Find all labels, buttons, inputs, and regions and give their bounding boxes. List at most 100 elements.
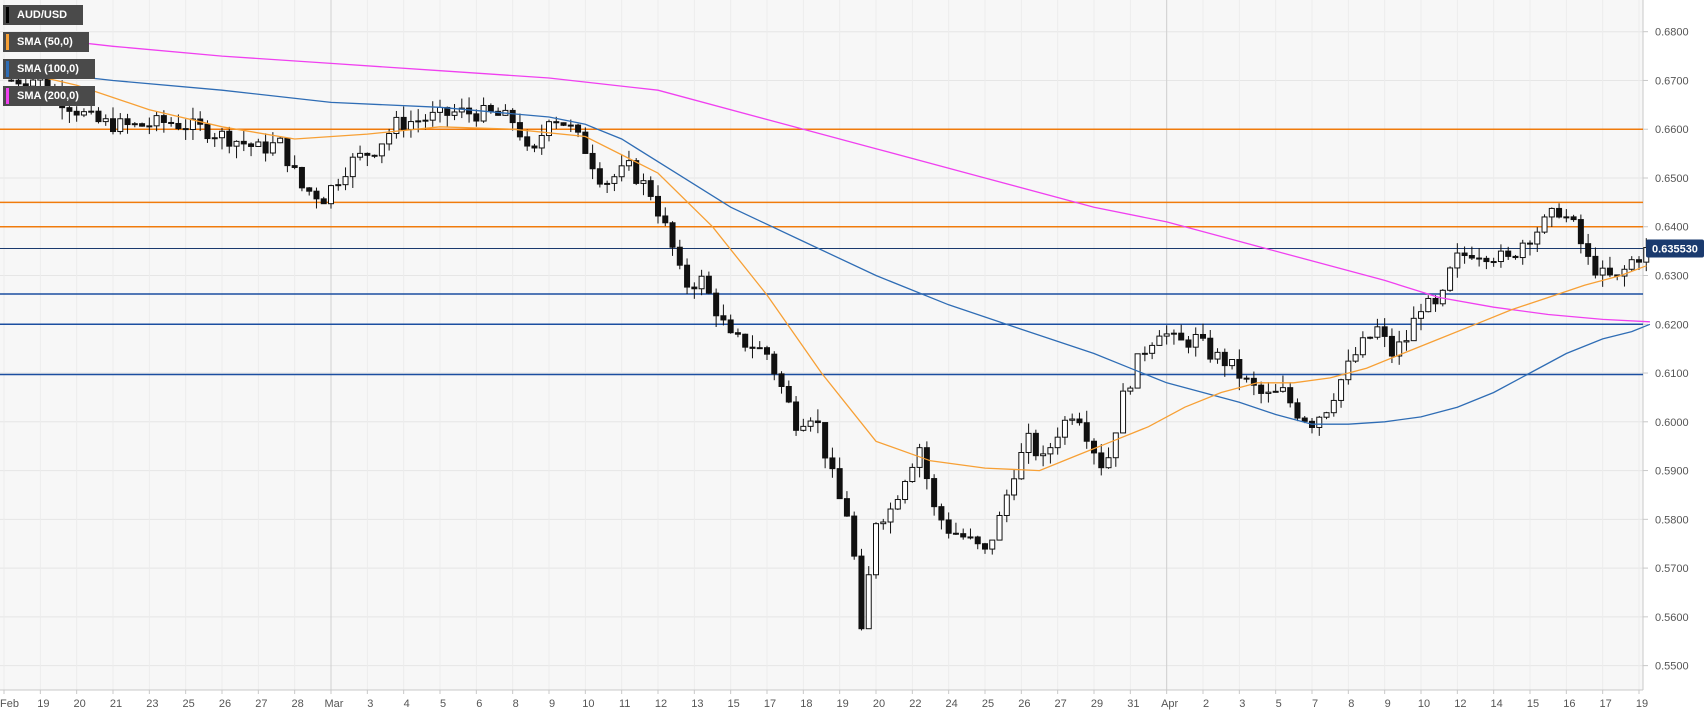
x-tick-label: 19 xyxy=(37,698,49,710)
candle-bullish xyxy=(996,514,1003,541)
x-tick-label: 13 xyxy=(691,698,703,710)
x-tick-label: Feb xyxy=(0,698,19,710)
candle-bullish xyxy=(451,111,458,116)
x-tick-label: 25 xyxy=(183,698,195,710)
x-tick-label: 12 xyxy=(655,698,667,710)
legend-label-sma-50: SMA (50,0) xyxy=(17,36,73,48)
candle-bullish xyxy=(1548,207,1555,218)
candle-bullish xyxy=(1338,379,1345,401)
x-tick-label: 6 xyxy=(476,698,482,710)
x-tick-label: 26 xyxy=(1018,698,1030,710)
candle-bullish xyxy=(1330,399,1337,414)
candle-bearish xyxy=(262,141,269,154)
candle-bullish xyxy=(357,152,364,158)
candle-bearish xyxy=(967,536,974,539)
candle-bullish xyxy=(1061,419,1068,438)
candle-bearish xyxy=(938,506,945,521)
candle-bullish xyxy=(117,118,124,133)
legend-swatch-sma-100 xyxy=(6,61,9,77)
candle-bullish xyxy=(604,182,611,185)
candle-bearish xyxy=(524,136,531,147)
candle-bearish xyxy=(73,110,80,116)
x-tick-label: 3 xyxy=(367,698,373,710)
candle-bearish xyxy=(836,468,843,500)
candle-bullish xyxy=(1410,317,1417,342)
candle-bearish xyxy=(713,292,720,317)
legend-item-sma-50: SMA (50,0) xyxy=(3,32,89,52)
candle-bearish xyxy=(364,152,371,156)
candle-bearish xyxy=(1200,333,1206,339)
x-tick-label: 17 xyxy=(1600,698,1612,710)
candle-bearish xyxy=(952,532,959,535)
candle-bullish xyxy=(1447,267,1454,291)
candle-bearish xyxy=(1258,384,1265,394)
candle-bullish xyxy=(1425,297,1432,313)
x-tick-label: 21 xyxy=(110,698,122,710)
candle-bearish xyxy=(1185,339,1192,348)
candle-bullish xyxy=(1265,391,1272,394)
candle-bearish xyxy=(1381,326,1388,337)
candle-bullish xyxy=(1396,341,1403,357)
candle-bullish xyxy=(153,115,160,127)
x-tick-label: 27 xyxy=(1055,698,1067,710)
current-price-badge xyxy=(1646,239,1704,258)
candle-bearish xyxy=(734,332,741,335)
candle-bullish xyxy=(1025,432,1032,454)
candle-bullish xyxy=(1519,242,1526,259)
candle-bullish xyxy=(538,135,545,149)
candle-bullish xyxy=(335,184,342,187)
candle-bullish xyxy=(1192,333,1199,348)
y-tick-label: 0.6600 xyxy=(1655,124,1689,136)
candle-bullish xyxy=(756,347,763,350)
candle-bearish xyxy=(1483,257,1490,263)
candle-bearish xyxy=(945,519,952,534)
candle-bullish xyxy=(1454,252,1461,269)
y-tick-label: 0.6500 xyxy=(1655,173,1689,185)
candle-bullish xyxy=(880,521,887,525)
candle-bullish xyxy=(611,176,618,184)
candle-bullish xyxy=(1229,359,1236,367)
candle-bullish xyxy=(902,481,909,501)
candle-bullish xyxy=(328,185,334,205)
candle-bullish xyxy=(873,523,879,576)
candle-bearish xyxy=(843,498,850,517)
x-tick-label: 28 xyxy=(292,698,304,710)
y-tick-label: 0.6700 xyxy=(1655,75,1689,87)
candle-bullish xyxy=(1112,432,1119,459)
candle-bullish xyxy=(989,539,996,550)
candle-bullish xyxy=(1141,352,1148,355)
candle-bearish xyxy=(204,123,211,140)
candle-bullish xyxy=(1359,337,1366,356)
candle-bullish xyxy=(131,123,138,126)
candle-bullish xyxy=(625,160,632,167)
candle-bearish xyxy=(764,347,770,355)
candle-bearish xyxy=(15,79,22,85)
y-tick-label: 0.5600 xyxy=(1655,612,1689,624)
x-tick-label: 9 xyxy=(1385,698,1391,710)
x-tick-label: 20 xyxy=(74,698,86,710)
candle-bearish xyxy=(95,110,102,123)
candle-bullish xyxy=(1272,390,1279,393)
x-tick-label: 31 xyxy=(1127,698,1139,710)
candle-bullish xyxy=(1156,335,1163,346)
sma-50-line xyxy=(3,67,1647,472)
candle-bullish xyxy=(349,156,356,178)
x-tick-label: Mar xyxy=(325,698,344,710)
x-tick-label: 12 xyxy=(1454,698,1466,710)
candle-bullish xyxy=(386,133,393,145)
candle-bullish xyxy=(1120,390,1127,434)
candle-bullish xyxy=(1352,354,1359,362)
x-tick-label: 23 xyxy=(146,698,158,710)
candle-bearish xyxy=(466,107,473,115)
x-tick-label: 7 xyxy=(1312,698,1318,710)
candle-bearish xyxy=(124,118,131,126)
x-tick-label: 10 xyxy=(582,698,594,710)
candle-bullish xyxy=(1563,216,1570,219)
candle-bullish xyxy=(1439,289,1446,305)
candle-bullish xyxy=(393,116,400,135)
candle-bullish xyxy=(807,420,814,427)
candle-bullish xyxy=(1003,494,1010,516)
x-tick-label: 15 xyxy=(728,698,740,710)
candle-bearish xyxy=(1570,216,1577,221)
candle-bearish xyxy=(851,515,858,557)
